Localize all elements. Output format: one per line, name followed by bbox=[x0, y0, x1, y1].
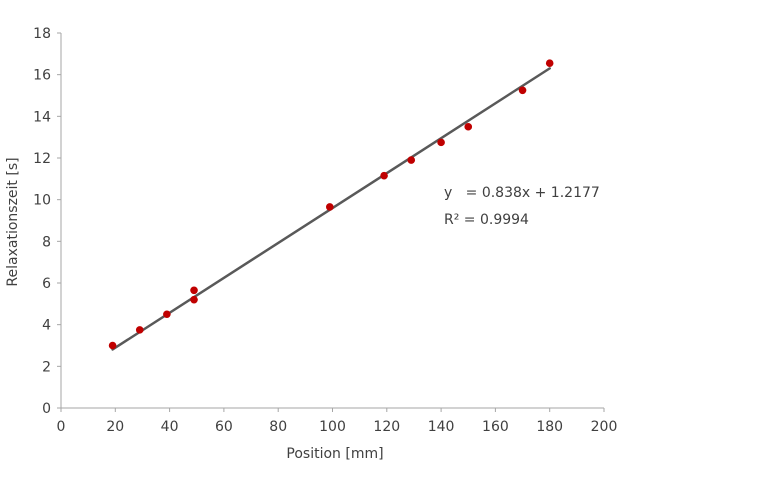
x-tick-label: 60 bbox=[215, 419, 233, 435]
x-tick-label: 120 bbox=[373, 419, 400, 435]
y-tick-label: 6 bbox=[42, 276, 51, 292]
data-point bbox=[437, 138, 445, 147]
x-tick-label: 0 bbox=[57, 419, 66, 435]
y-tick-label: 14 bbox=[33, 109, 51, 125]
x-tick-label: 40 bbox=[161, 419, 179, 435]
x-tick-label: 80 bbox=[269, 419, 287, 435]
data-point bbox=[518, 86, 527, 95]
y-tick-label: 4 bbox=[42, 318, 51, 334]
y-tick-label: 12 bbox=[33, 151, 51, 167]
x-tick-label: 200 bbox=[591, 419, 618, 435]
data-point bbox=[163, 310, 171, 319]
y-tick-label: 0 bbox=[42, 401, 51, 417]
x-tick-label: 160 bbox=[482, 419, 509, 435]
y-tick-labels: 0 2 4 6 8 10 12 14 16 18 bbox=[33, 26, 61, 417]
x-axis-title: Position [mm] bbox=[286, 446, 383, 462]
data-point bbox=[545, 59, 554, 68]
data-point bbox=[135, 326, 144, 334]
data-point bbox=[464, 122, 473, 131]
trendline-r-squared: R² = 0.9994 bbox=[444, 212, 529, 228]
x-tick-label: 20 bbox=[106, 419, 124, 435]
x-tick-label: 180 bbox=[536, 419, 563, 435]
x-tick-label: 100 bbox=[319, 419, 346, 435]
data-point bbox=[325, 203, 334, 211]
data-point bbox=[190, 295, 198, 304]
data-point bbox=[380, 171, 388, 180]
data-points bbox=[108, 59, 554, 350]
y-tick-label: 16 bbox=[33, 68, 51, 84]
data-point bbox=[190, 286, 198, 295]
y-tick-label: 2 bbox=[42, 359, 51, 375]
y-axis-title: Relaxationszeit [s] bbox=[5, 157, 21, 286]
y-tick-label: 10 bbox=[33, 193, 51, 209]
y-tick-label: 18 bbox=[33, 26, 51, 42]
y-tick-label: 8 bbox=[42, 234, 51, 250]
trendline-equation: y = 0.838x + 1.2177 bbox=[444, 185, 600, 201]
x-tick-labels: 0 20 40 60 80 100 120 140 160 180 200 bbox=[57, 408, 618, 435]
x-tick-label: 140 bbox=[428, 419, 455, 435]
data-point bbox=[407, 156, 416, 164]
data-point bbox=[108, 341, 117, 350]
